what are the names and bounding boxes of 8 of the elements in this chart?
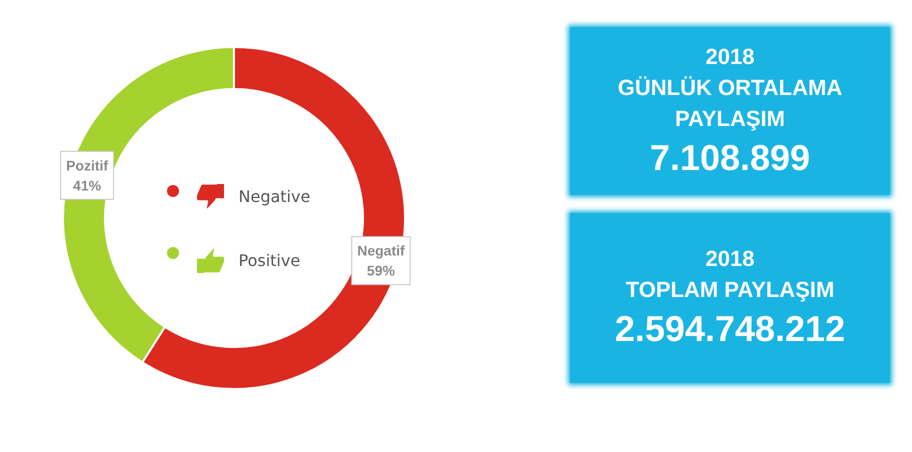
text: 2.594.748.212	[614, 307, 846, 351]
legend-label: Negative	[238, 187, 310, 206]
text: 7.108.899	[650, 136, 810, 180]
data-label: Negatif 59%	[357, 242, 405, 279]
legend-label: Positive	[238, 251, 300, 270]
data-label: Pozitif 41%	[66, 157, 108, 194]
text: 2018 GÜNLÜK ORTALAMA PAYLAŞIM	[618, 42, 842, 133]
text: 2018 TOPLAM PAYLAŞIM	[626, 245, 834, 304]
